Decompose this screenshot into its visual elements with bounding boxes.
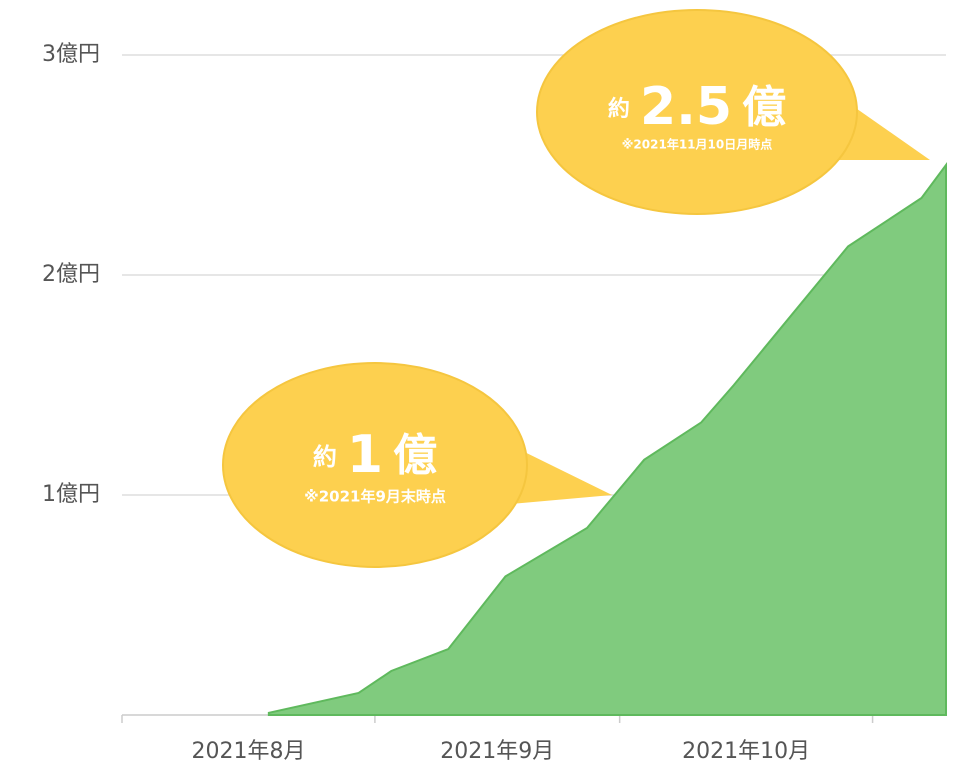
callout-prefix: 約 xyxy=(608,96,630,122)
area xyxy=(267,161,947,716)
callout-number: 2.5 xyxy=(640,77,732,137)
callout: 約 1 億 ※2021年9月末時点 xyxy=(222,362,612,568)
x-tick-label: 2021年10月 xyxy=(682,739,810,764)
y-tick-label: 1億円 xyxy=(42,482,100,507)
callout-number: 1 xyxy=(347,425,383,485)
x-tick-label: 2021年8月 xyxy=(191,739,305,764)
callout-prefix: 約 xyxy=(313,443,337,471)
callout: 約 2.5 億 ※2021年11月10日月時点 xyxy=(536,9,930,215)
callout-note: ※2021年11月10日月時点 xyxy=(622,137,772,152)
callout-unit: 億 xyxy=(742,82,786,133)
callout-tail xyxy=(500,440,612,505)
callout-value: 約 2.5 億 xyxy=(608,77,786,137)
callout-bubble xyxy=(222,362,528,568)
callout-note: ※2021年9月末時点 xyxy=(304,488,446,506)
y-tick-label: 3億円 xyxy=(42,42,100,67)
callout-unit: 億 xyxy=(393,430,437,481)
y-tick-label: 2億円 xyxy=(42,262,100,287)
callout-bubble xyxy=(536,9,858,215)
x-tick-label: 2021年9月 xyxy=(440,739,554,764)
